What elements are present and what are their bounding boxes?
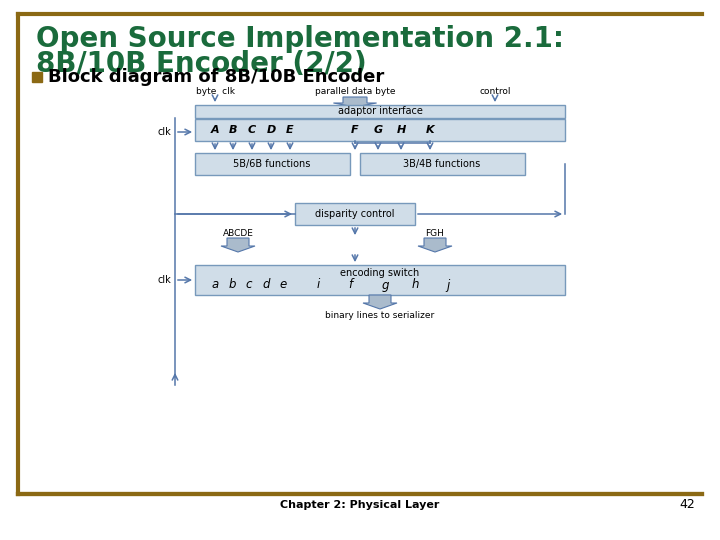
- Text: 3B/4B functions: 3B/4B functions: [403, 159, 481, 169]
- Text: b: b: [228, 279, 235, 292]
- Bar: [195, 153, 350, 175]
- Text: ABCDE: ABCDE: [222, 229, 253, 238]
- Bar: [295, 203, 415, 225]
- Text: h: h: [411, 279, 419, 292]
- Text: control: control: [480, 87, 510, 96]
- Text: clk: clk: [157, 275, 171, 285]
- Text: F: F: [351, 125, 359, 135]
- Text: E: E: [286, 125, 294, 135]
- Text: C: C: [248, 125, 256, 135]
- Bar: [360, 153, 525, 175]
- Text: 42: 42: [679, 498, 695, 511]
- Text: adaptor interface: adaptor interface: [338, 106, 423, 117]
- Polygon shape: [333, 97, 377, 107]
- Text: clk: clk: [157, 127, 171, 137]
- Bar: [32, 72, 42, 82]
- Text: FGH: FGH: [426, 229, 444, 238]
- Bar: [195, 119, 565, 141]
- Text: g: g: [382, 279, 389, 292]
- Text: f: f: [348, 279, 352, 292]
- Text: B: B: [229, 125, 238, 135]
- Text: i: i: [316, 279, 320, 292]
- Text: byte  clk: byte clk: [196, 87, 235, 96]
- Text: c: c: [246, 279, 252, 292]
- Text: disparity control: disparity control: [315, 209, 395, 219]
- Text: e: e: [279, 279, 287, 292]
- Text: j: j: [446, 279, 449, 292]
- Bar: [195, 265, 565, 295]
- Text: G: G: [374, 125, 382, 135]
- Polygon shape: [418, 238, 452, 252]
- Text: Open Source Implementation 2.1:: Open Source Implementation 2.1:: [36, 25, 564, 53]
- Text: H: H: [397, 125, 405, 135]
- Text: binary lines to serializer: binary lines to serializer: [325, 311, 435, 320]
- Text: encoding switch: encoding switch: [341, 268, 420, 278]
- Text: a: a: [212, 279, 219, 292]
- Text: Block diagram of 8B/10B Encoder: Block diagram of 8B/10B Encoder: [48, 68, 384, 86]
- Text: D: D: [266, 125, 276, 135]
- Text: 8B/10B Encoder (2/2): 8B/10B Encoder (2/2): [36, 50, 366, 78]
- Text: Chapter 2: Physical Layer: Chapter 2: Physical Layer: [280, 500, 440, 510]
- Text: parallel data byte: parallel data byte: [315, 87, 395, 96]
- Text: 5B/6B functions: 5B/6B functions: [233, 159, 311, 169]
- Text: A: A: [211, 125, 220, 135]
- Text: K: K: [426, 125, 434, 135]
- Bar: [195, 105, 565, 118]
- Text: d: d: [262, 279, 270, 292]
- Polygon shape: [221, 238, 255, 252]
- Polygon shape: [363, 295, 397, 309]
